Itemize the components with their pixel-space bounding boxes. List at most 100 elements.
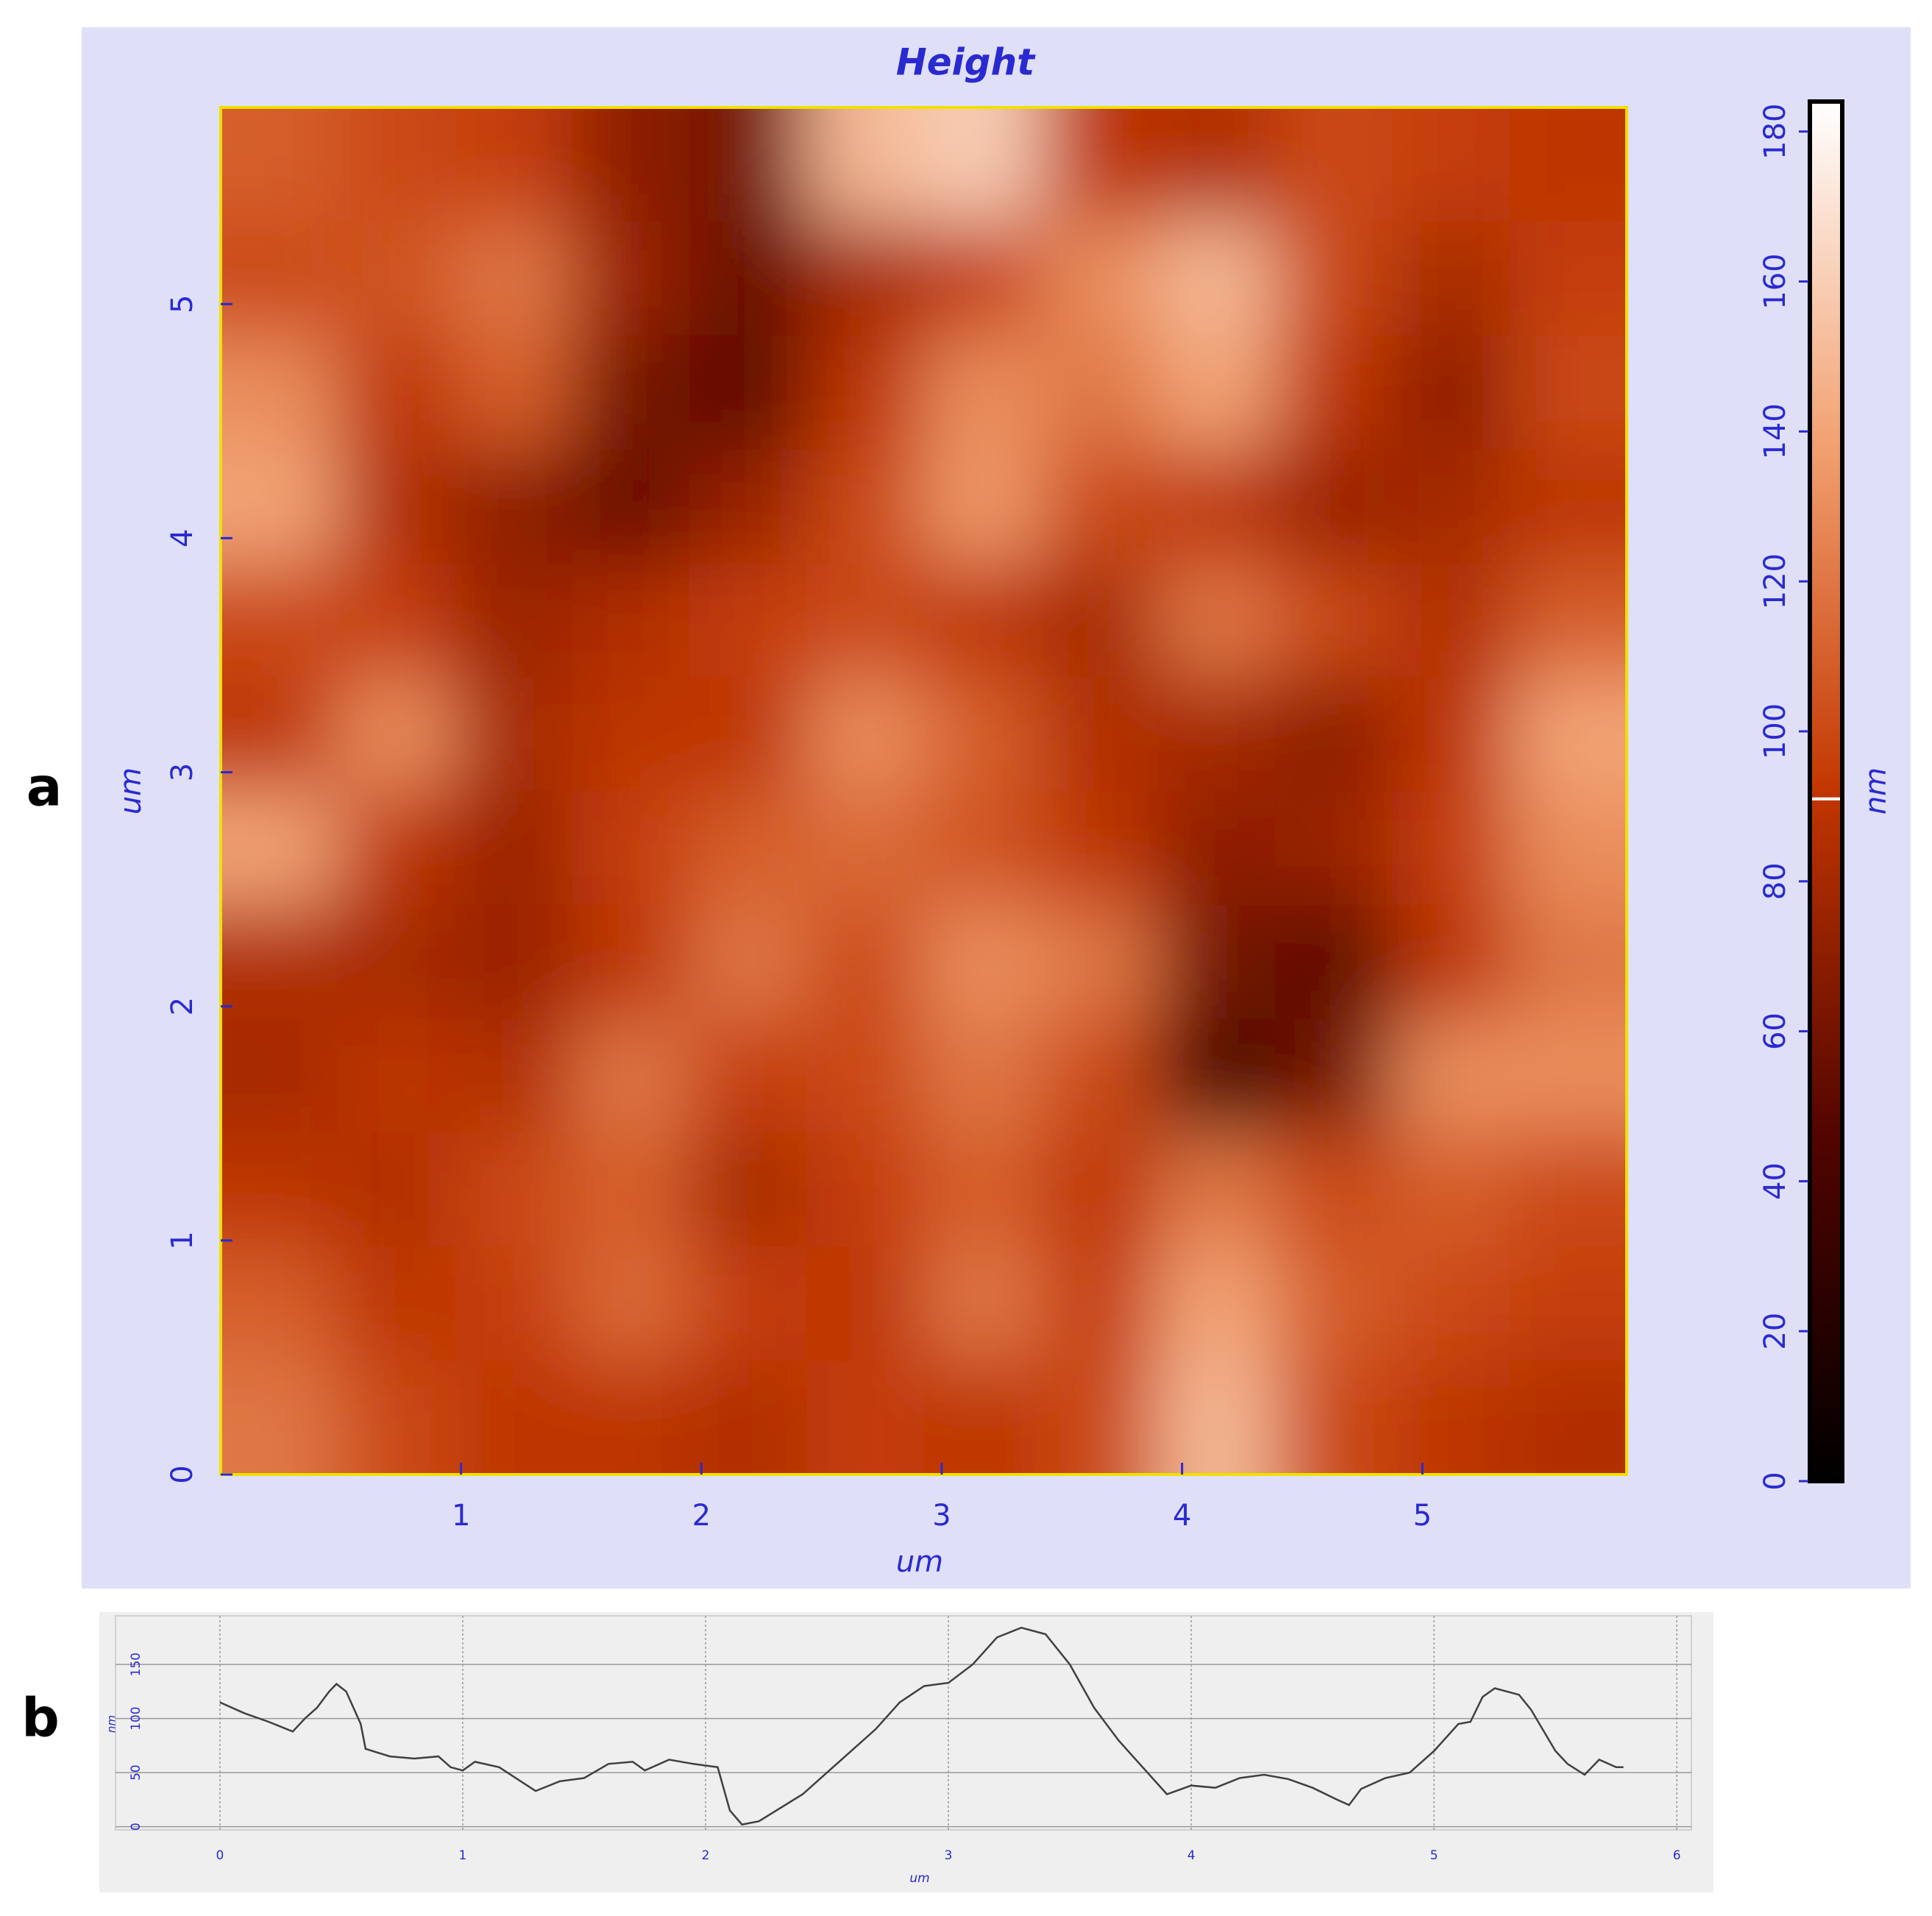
heatmap-cell	[806, 677, 925, 792]
heatmap-cell	[806, 335, 925, 450]
heatmap-cell	[1509, 335, 1627, 450]
y-tick-label: 100	[129, 1706, 143, 1730]
heatmap-cell	[806, 1132, 925, 1248]
heatmap-cell	[1392, 791, 1510, 906]
heatmap-cell	[1275, 1018, 1393, 1134]
heatmap-cell	[923, 449, 1042, 564]
heatmap-cell	[806, 107, 925, 222]
x-tick-label: 5	[1430, 1848, 1438, 1863]
heatmap-cell	[1509, 791, 1627, 906]
heatmap-cell	[1392, 677, 1510, 792]
y-axis-label: um	[114, 767, 148, 815]
heatmap-cell	[338, 677, 456, 792]
heatmap-cell	[221, 449, 339, 564]
heatmap-cell	[1509, 1246, 1627, 1362]
colorbar-tick-label: 20	[1758, 1313, 1792, 1350]
heatmap-cell	[572, 791, 690, 906]
heatmap-cell	[1392, 107, 1510, 222]
heatmap-cell	[1275, 107, 1393, 222]
heatmap-cell	[572, 1360, 690, 1475]
colorbar-tick-label: 160	[1758, 253, 1792, 309]
x-tick-label: 3	[945, 1848, 953, 1863]
heatmap-cell	[572, 677, 690, 792]
heatmap-cell	[689, 1018, 808, 1134]
heatmap-cell	[455, 677, 573, 792]
x-tick-label: 2	[702, 1848, 710, 1863]
x-tick-label: 0	[216, 1848, 224, 1863]
heatmap-cell	[1158, 221, 1276, 336]
heatmap-cell	[689, 791, 808, 906]
heatmap-cell	[1509, 677, 1627, 792]
heatmap-cell	[455, 335, 573, 450]
heatmap-cell	[1275, 335, 1393, 450]
heatmap-cell	[689, 221, 808, 336]
heatmap-cell	[923, 1246, 1042, 1362]
heatmap-cell	[338, 791, 456, 906]
plot-area	[115, 1615, 1692, 1831]
x-tick-label: 4	[1173, 1499, 1191, 1533]
heatmap-cell	[1040, 563, 1159, 678]
heatmap-cell	[806, 563, 925, 678]
heatmap-cell	[1392, 1018, 1510, 1134]
heatmap-cell	[572, 563, 690, 678]
heatmap-cell	[338, 449, 456, 564]
heatmap-cell	[689, 677, 808, 792]
heatmap-cell	[1509, 221, 1627, 336]
heatmap-cell	[221, 791, 339, 906]
heatmap-cell	[1275, 1246, 1393, 1362]
heatmap-cell	[455, 449, 573, 564]
y-tick-label: 4	[166, 529, 199, 547]
heatmap-cell	[1392, 1132, 1510, 1248]
heatmap-cell	[1158, 904, 1276, 1020]
y-tick-label: 1	[166, 1231, 199, 1249]
colorbar-tick-label: 140	[1758, 403, 1792, 459]
colorbar-tick-label: 80	[1758, 862, 1792, 900]
heatmap-cell	[1509, 107, 1627, 222]
heatmap-cell	[806, 1246, 925, 1362]
heatmap-cell	[1509, 449, 1627, 564]
heatmap-cell	[338, 1360, 456, 1475]
heatmap-cell	[572, 904, 690, 1020]
colorbar-tick-label: 60	[1758, 1012, 1792, 1050]
heatmap-cell	[1392, 335, 1510, 450]
heatmap-cell	[455, 221, 573, 336]
panel-label: a	[26, 756, 63, 818]
x-axis-label: um	[909, 1871, 929, 1886]
x-tick-label: 1	[452, 1499, 470, 1533]
heatmap-cell	[923, 904, 1042, 1020]
heatmap-cell	[221, 1246, 339, 1362]
heatmap-cell	[1275, 221, 1393, 336]
heatmap-cell	[221, 221, 339, 336]
y-axis-label: nm	[105, 1715, 118, 1733]
heatmap-cell	[1275, 904, 1393, 1020]
colorbar-tick-label: 40	[1758, 1163, 1792, 1200]
y-tick-label: 3	[166, 763, 199, 781]
heatmap-cell	[338, 904, 456, 1020]
heatmap-cell	[455, 1360, 573, 1475]
heatmap-cell	[1040, 904, 1159, 1020]
heatmap-cell	[1158, 1018, 1276, 1134]
heatmap-cell	[1158, 677, 1276, 792]
heatmap-cell	[689, 1132, 808, 1248]
heatmap-cell	[923, 107, 1042, 222]
heatmap-cell	[572, 1246, 690, 1362]
heatmap-cell	[923, 335, 1042, 450]
y-tick-label: 0	[129, 1823, 143, 1831]
heatmap-cell	[1392, 563, 1510, 678]
heatmap-cell	[923, 1132, 1042, 1248]
heatmap-cell	[221, 1360, 339, 1475]
heatmap-cell	[1392, 1360, 1510, 1475]
heatmap-cell	[1158, 107, 1276, 222]
heatmap-cell	[1392, 904, 1510, 1020]
heatmap-cell	[455, 563, 573, 678]
heatmap-cell	[689, 335, 808, 450]
heatmap-cell	[572, 449, 690, 564]
heatmap-cell	[221, 563, 339, 678]
heatmap-cell	[338, 563, 456, 678]
heatmap-cell	[455, 107, 573, 222]
heatmap-cell	[923, 791, 1042, 906]
y-tick-label: 2	[166, 997, 199, 1015]
heatmap-cell	[221, 904, 339, 1020]
heatmap-cell	[338, 1132, 456, 1248]
heatmap-cell	[1392, 449, 1510, 564]
